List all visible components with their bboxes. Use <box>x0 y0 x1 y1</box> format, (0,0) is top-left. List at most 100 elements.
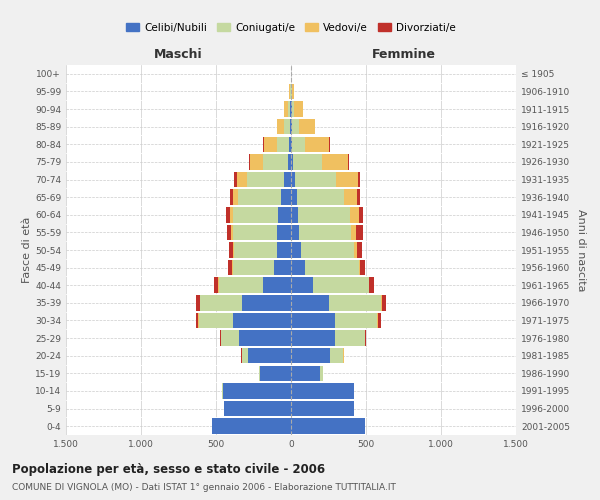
Bar <box>290 102 291 117</box>
Bar <box>299 119 315 134</box>
Bar <box>305 136 329 152</box>
Bar <box>238 190 281 205</box>
Bar <box>336 172 358 188</box>
Bar <box>297 190 343 205</box>
Bar <box>329 136 330 152</box>
Bar <box>263 278 291 293</box>
Bar <box>295 102 302 117</box>
Bar <box>241 295 291 310</box>
Bar <box>291 418 365 434</box>
Bar <box>232 224 233 240</box>
Bar <box>230 190 233 205</box>
Bar <box>365 330 366 346</box>
Bar <box>229 242 233 258</box>
Bar <box>360 260 365 276</box>
Bar <box>301 242 355 258</box>
Bar <box>359 260 360 276</box>
Bar <box>230 207 233 222</box>
Bar <box>378 312 380 328</box>
Bar <box>291 278 313 293</box>
Bar <box>233 242 234 258</box>
Bar <box>358 172 360 188</box>
Bar <box>290 119 291 134</box>
Bar <box>348 154 349 170</box>
Bar <box>343 190 357 205</box>
Bar <box>277 207 291 222</box>
Bar <box>289 84 290 99</box>
Bar <box>232 260 233 276</box>
Bar <box>322 154 348 170</box>
Bar <box>356 224 363 240</box>
Bar <box>200 295 241 310</box>
Bar <box>223 383 291 398</box>
Bar <box>350 207 359 222</box>
Bar <box>236 172 247 188</box>
Bar <box>250 154 263 170</box>
Bar <box>291 119 292 134</box>
Bar <box>196 295 200 310</box>
Bar <box>291 154 293 170</box>
Bar <box>284 119 290 134</box>
Bar <box>291 401 354 416</box>
Bar <box>335 330 365 346</box>
Bar <box>292 102 295 117</box>
Bar <box>199 312 233 328</box>
Bar <box>381 295 382 310</box>
Bar <box>233 224 277 240</box>
Bar <box>288 154 291 170</box>
Bar <box>330 348 343 364</box>
Bar <box>291 102 292 117</box>
Legend: Celibi/Nubili, Coniugati/e, Vedovi/e, Divorziati/e: Celibi/Nubili, Coniugati/e, Vedovi/e, Di… <box>122 18 460 36</box>
Bar <box>291 190 297 205</box>
Bar <box>291 136 292 152</box>
Bar <box>291 366 320 381</box>
Bar <box>242 348 248 364</box>
Bar <box>281 190 291 205</box>
Bar <box>277 119 284 134</box>
Bar <box>351 224 356 240</box>
Bar <box>227 224 232 240</box>
Bar <box>343 348 344 364</box>
Bar <box>263 136 264 152</box>
Bar <box>292 84 294 99</box>
Bar <box>292 119 299 134</box>
Bar <box>274 260 291 276</box>
Bar <box>248 348 291 364</box>
Bar <box>370 278 374 293</box>
Bar <box>299 224 351 240</box>
Text: COMUNE DI VIGNOLA (MO) - Dati ISTAT 1° gennaio 2006 - Elaborazione TUTTITALIA.IT: COMUNE DI VIGNOLA (MO) - Dati ISTAT 1° g… <box>12 482 396 492</box>
Bar <box>233 260 274 276</box>
Bar <box>298 207 350 222</box>
Bar <box>233 207 277 222</box>
Bar <box>264 136 277 152</box>
Bar <box>291 242 301 258</box>
Bar <box>218 278 219 293</box>
Bar <box>277 136 289 152</box>
Text: Maschi: Maschi <box>154 48 203 62</box>
Bar <box>291 295 329 310</box>
Bar <box>382 295 386 310</box>
Bar <box>291 348 330 364</box>
Y-axis label: Fasce di età: Fasce di età <box>22 217 32 283</box>
Bar <box>247 172 284 188</box>
Bar <box>289 136 291 152</box>
Bar <box>293 154 322 170</box>
Bar <box>233 190 238 205</box>
Bar <box>295 172 336 188</box>
Bar <box>220 330 221 346</box>
Bar <box>284 102 288 117</box>
Bar <box>368 278 370 293</box>
Bar <box>291 224 299 240</box>
Bar <box>329 295 381 310</box>
Bar <box>219 278 263 293</box>
Bar <box>235 172 236 188</box>
Bar <box>291 312 335 328</box>
Bar <box>196 312 199 328</box>
Bar <box>221 330 239 346</box>
Bar <box>288 102 290 117</box>
Bar <box>241 348 242 364</box>
Text: Femmine: Femmine <box>371 48 436 62</box>
Bar <box>277 224 291 240</box>
Bar <box>263 154 288 170</box>
Bar <box>335 312 377 328</box>
